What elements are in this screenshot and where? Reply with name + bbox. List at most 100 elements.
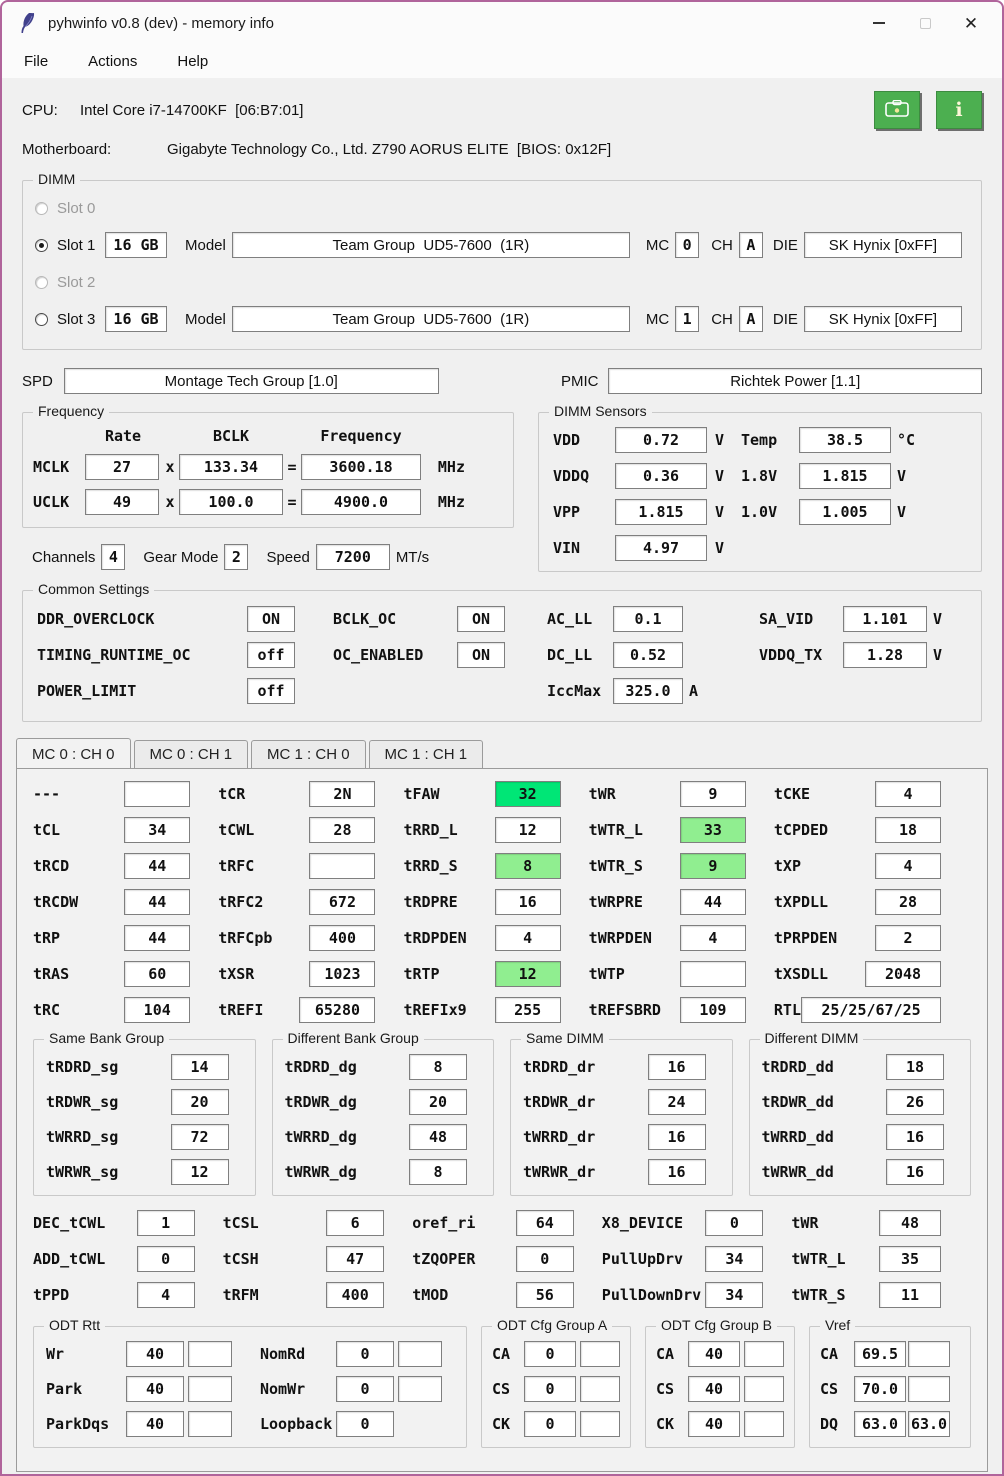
maximize-button[interactable] <box>902 2 948 44</box>
odt-value-empty[interactable] <box>744 1411 784 1437</box>
timing-value[interactable]: 672 <box>309 889 376 915</box>
timing-value[interactable]: 4 <box>679 925 746 951</box>
timing-value[interactable]: 104 <box>124 997 191 1023</box>
timing-value[interactable]: 56 <box>515 1282 574 1308</box>
speed-field[interactable]: 7200 <box>315 544 390 570</box>
timing-value[interactable]: 8 <box>494 853 561 879</box>
slot3-mc-field[interactable]: 1 <box>675 306 700 332</box>
odt-value[interactable]: 0 <box>524 1341 576 1367</box>
timing-value[interactable] <box>679 961 746 987</box>
dc-ll-field[interactable]: 0.52 <box>613 642 683 668</box>
vddq-field[interactable]: 0.36 <box>615 463 707 489</box>
timing-value[interactable]: 64 <box>515 1210 574 1236</box>
timing-value[interactable]: 16 <box>494 889 561 915</box>
timing-value[interactable]: 16 <box>647 1054 706 1080</box>
slot1-model-field[interactable]: Team Group UD5-7600 (1R) <box>231 232 630 258</box>
timing-value[interactable]: 72 <box>170 1124 229 1150</box>
timing-value[interactable]: 47 <box>326 1246 385 1272</box>
slot3-radio[interactable] <box>35 312 48 326</box>
timing-value[interactable]: 4 <box>494 925 561 951</box>
1v0-field[interactable]: 1.005 <box>799 499 891 525</box>
vref-value[interactable]: 70.0 <box>854 1376 906 1402</box>
timing-value[interactable]: 48 <box>879 1210 941 1236</box>
timing-value[interactable]: 28 <box>309 817 376 843</box>
odt-value-empty[interactable] <box>580 1341 620 1367</box>
timing-value[interactable]: 109 <box>679 997 746 1023</box>
timing-runtime-oc-field[interactable]: off <box>247 642 295 668</box>
timing-value[interactable]: 9 <box>679 853 746 879</box>
vref-value-empty[interactable] <box>908 1376 950 1402</box>
odt-value-empty[interactable] <box>744 1376 784 1402</box>
uclk-freq-field[interactable]: 4900.0 <box>301 489 421 515</box>
vref-value[interactable]: 63.0 <box>854 1411 906 1437</box>
timing-value[interactable]: 2 <box>875 925 941 951</box>
timing-value[interactable]: 44 <box>679 889 746 915</box>
timing-value[interactable]: 16 <box>886 1159 944 1185</box>
slot1-size-field[interactable]: 16 GB <box>105 232 167 258</box>
slot1-mc-field[interactable]: 0 <box>675 232 700 258</box>
timing-value[interactable]: 28 <box>875 889 941 915</box>
timing-value[interactable]: 48 <box>409 1124 467 1150</box>
timing-value[interactable]: 4 <box>875 853 941 879</box>
timing-value[interactable]: 14 <box>170 1054 229 1080</box>
mclk-bclk-field[interactable]: 133.34 <box>179 454 283 480</box>
menu-help[interactable]: Help <box>177 52 209 70</box>
gear-mode-field[interactable]: 2 <box>224 544 249 570</box>
timing-value[interactable]: 12 <box>494 817 561 843</box>
timing-value[interactable] <box>124 781 191 807</box>
minimize-button[interactable] <box>856 2 902 44</box>
timing-value[interactable]: 34 <box>705 1282 764 1308</box>
timing-value[interactable]: 8 <box>409 1054 467 1080</box>
timing-value[interactable]: 60 <box>124 961 191 987</box>
timing-value[interactable]: 8 <box>409 1159 467 1185</box>
close-button[interactable]: ✕ <box>948 2 994 44</box>
timing-value[interactable]: 0 <box>705 1210 764 1236</box>
timing-value[interactable]: 18 <box>875 817 941 843</box>
odt-value[interactable]: 0 <box>336 1411 394 1437</box>
vpp-field[interactable]: 1.815 <box>615 499 707 525</box>
vdd-field[interactable]: 0.72 <box>615 427 707 453</box>
slot1-radio[interactable] <box>35 238 48 252</box>
temp-field[interactable]: 38.5 <box>799 427 891 453</box>
timing-value[interactable]: 20 <box>170 1089 229 1115</box>
timing-value[interactable]: 9 <box>679 781 746 807</box>
timing-value[interactable]: 12 <box>170 1159 229 1185</box>
tab-mc1-ch1[interactable]: MC 1 : CH 1 <box>368 740 484 770</box>
slot3-ch-field[interactable]: A <box>738 306 763 332</box>
timing-value[interactable]: 0 <box>515 1246 574 1272</box>
timing-value[interactable]: 400 <box>326 1282 385 1308</box>
odt-value[interactable]: 40 <box>688 1411 740 1437</box>
tab-mc1-ch0[interactable]: MC 1 : CH 0 <box>251 740 366 770</box>
timing-value[interactable]: 35 <box>879 1246 941 1272</box>
odt-value-empty[interactable] <box>188 1341 232 1367</box>
odt-value[interactable]: 40 <box>688 1376 740 1402</box>
timing-value[interactable]: 1023 <box>309 961 376 987</box>
odt-value-empty[interactable] <box>398 1376 442 1402</box>
vref-value[interactable]: 63.0 <box>908 1411 950 1437</box>
tab-mc0-ch0[interactable]: MC 0 : CH 0 <box>16 738 131 768</box>
mclk-rate-field[interactable]: 27 <box>85 454 159 480</box>
timing-value[interactable]: 12 <box>494 961 561 987</box>
slot3-die-field[interactable]: SK Hynix [0xFF] <box>803 306 962 332</box>
slot3-model-field[interactable]: Team Group UD5-7600 (1R) <box>231 306 630 332</box>
timing-value[interactable]: 1 <box>136 1210 195 1236</box>
timing-value[interactable]: 16 <box>886 1124 944 1150</box>
timing-value[interactable]: 20 <box>409 1089 467 1115</box>
ddr-overclock-field[interactable]: ON <box>247 606 295 632</box>
timing-value[interactable]: 2N <box>309 781 376 807</box>
odt-value[interactable]: 0 <box>524 1376 576 1402</box>
odt-value[interactable]: 40 <box>688 1341 740 1367</box>
power-limit-field[interactable]: off <box>247 678 295 704</box>
odt-value[interactable]: 0 <box>524 1411 576 1437</box>
odt-value-empty[interactable] <box>580 1411 620 1437</box>
ac-ll-field[interactable]: 0.1 <box>613 606 683 632</box>
vin-field[interactable]: 4.97 <box>615 535 707 561</box>
odt-value-empty[interactable] <box>188 1411 232 1437</box>
odt-value-empty[interactable] <box>580 1376 620 1402</box>
odt-value[interactable]: 40 <box>126 1376 184 1402</box>
odt-value[interactable]: 40 <box>126 1341 184 1367</box>
mclk-freq-field[interactable]: 3600.18 <box>301 454 421 480</box>
timing-value[interactable]: 33 <box>679 817 746 843</box>
timing-value[interactable]: 0 <box>136 1246 195 1272</box>
timing-value[interactable]: 44 <box>124 853 191 879</box>
